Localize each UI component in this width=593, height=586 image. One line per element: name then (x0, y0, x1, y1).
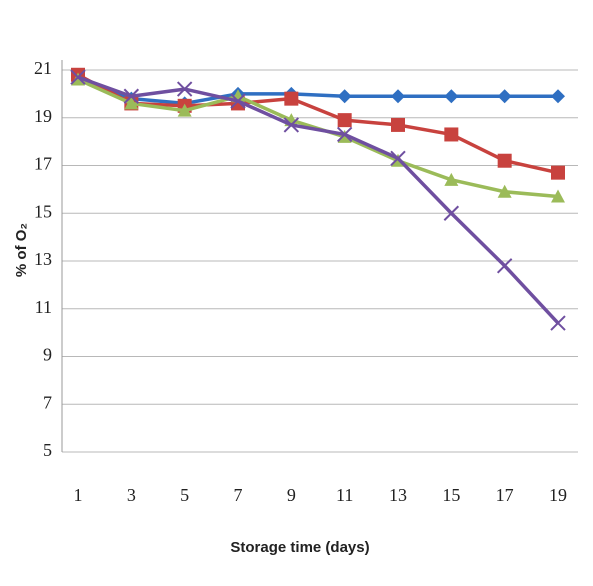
marker (444, 127, 458, 141)
marker (391, 89, 405, 103)
x-tick-label: 3 (127, 485, 136, 505)
marker (338, 89, 352, 103)
y-tick-label: 7 (43, 392, 52, 412)
x-tick-label: 1 (74, 485, 83, 505)
y-tick-label: 9 (43, 345, 52, 365)
y-tick-label: 11 (35, 297, 52, 317)
x-tick-label: 7 (234, 485, 243, 505)
x-tick-label: 19 (549, 485, 567, 505)
series-line (78, 77, 558, 323)
x-axis-title: Storage time (days) (230, 539, 369, 556)
marker (284, 92, 298, 106)
series-line (78, 77, 558, 103)
series-line (78, 75, 558, 173)
marker (338, 113, 352, 127)
x-tick-label: 9 (287, 485, 296, 505)
marker (551, 316, 565, 330)
x-tick-label: 17 (496, 485, 514, 505)
marker (444, 89, 458, 103)
y-tick-label: 19 (34, 106, 52, 126)
y-axis-title: % of O₂ (13, 223, 30, 277)
y-tick-label: 5 (43, 440, 52, 460)
marker (391, 118, 405, 132)
x-tick-label: 15 (442, 485, 460, 505)
marker (551, 166, 565, 180)
marker (498, 89, 512, 103)
y-tick-label: 13 (34, 249, 52, 269)
marker (551, 89, 565, 103)
marker (498, 154, 512, 168)
y-tick-label: 17 (34, 154, 52, 174)
y-tick-label: 21 (34, 58, 52, 78)
x-tick-label: 13 (389, 485, 407, 505)
x-tick-label: 5 (180, 485, 189, 505)
y-tick-label: 15 (34, 201, 52, 221)
page: {"chart_data": {"type": "line", "x_label… (0, 0, 593, 586)
x-tick-label: 11 (336, 485, 353, 505)
chart: Storage time (days) % of O₂ 579111315171… (0, 0, 593, 586)
